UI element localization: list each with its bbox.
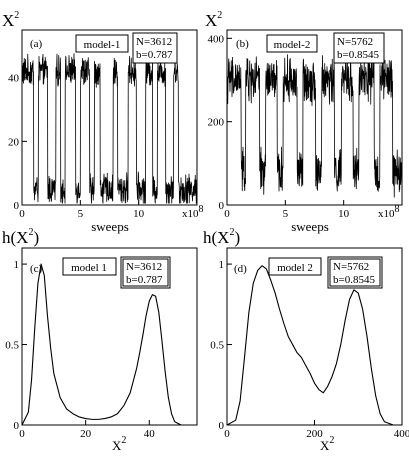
plot-frame-a [21,29,198,206]
panel-label-d: (d) [234,263,247,275]
series-c [21,263,182,426]
x-tick-label-c-1: 20 [80,428,92,440]
x-tick-label-d-0: 0 [224,428,230,440]
legend-text-b: model-2 [274,39,311,51]
x-tick-label-a-2: 10 [133,208,145,220]
param-n-c: N=3612 [126,261,162,273]
param-b-a: b=0.787 [136,49,173,61]
y-tick-label-b-2: 400 [208,33,225,45]
param-box-inner-c [122,258,169,287]
x-tick-label-b-2: 10 [338,208,350,220]
ylabel-d: h(X2) [203,227,240,247]
series-line-b-0 [226,54,403,198]
param-box-inner-d [329,258,381,287]
plot-frame-c [21,247,198,426]
y-tick-label-c-2: 1 [14,259,20,271]
panel-d: h(X2) 0 200 400 0 0.5 1 (d) model 2 N=5762 b=… [203,227,409,453]
y-tick-label-c-0: 0 [14,420,20,432]
ylabel-a: X2 [2,10,19,30]
legend-box-a [75,34,129,53]
xlabel-b: sweeps [291,219,329,234]
ylabel-c: h(X2) [2,227,39,247]
x-tick-label-a-1: 5 [78,208,84,220]
param-box-a [132,32,178,64]
x-tick-label-d-2: 400 [394,428,409,440]
x-tick-label-d-1: 200 [306,428,323,440]
y-tick-label-a-1: 20 [8,136,20,148]
x-tick-label-c-0: 0 [19,428,25,440]
ticks-c: 0 20 40 0 0.5 1 [5,259,155,440]
panel-b: X2 0 5 10 0 200 400 (b) model-2 N=5762 b=0.85… [205,10,403,234]
legend-box-b [266,34,318,53]
series-b [226,54,403,198]
y-tick-label-d-2: 1 [219,259,225,271]
x-multiplier-a: x108 [182,204,204,220]
param-b-c: b=0.787 [126,274,163,286]
param-n-d: N=5762 [333,261,369,273]
y-tick-label-d-0: 0 [219,420,225,432]
x-tick-label-b-1: 5 [283,208,289,220]
xlabel-d: X2 [320,435,334,453]
series-line-c-0 [21,263,182,426]
series-line-a-0 [21,53,198,204]
legend-box-d [268,257,322,276]
y-tick-label-a-2: 40 [8,73,20,85]
xlabel-a: sweeps [91,219,129,234]
x-tick-label-c-2: 40 [144,428,156,440]
series-a [21,53,198,204]
legend-text-d: model 2 [277,262,313,274]
y-tick-label-b-1: 200 [208,117,225,129]
x-tick-label-b-0: 0 [224,208,230,220]
panel-c: h(X2) 0 20 40 0 0.5 1 (c) model 1 N=3612 b=0.… [2,227,198,453]
param-box-c [120,256,171,289]
panel-label-b: (b) [236,38,249,50]
x-tick-label-a-0: 0 [19,208,25,220]
y-tick-label-a-0: 0 [14,200,20,212]
param-box-d [327,256,383,289]
x-multiplier-b: x108 [378,204,400,220]
ylabel-b: X2 [205,10,222,30]
series-line-d-0 [226,265,394,426]
panel-label-a: (a) [30,38,43,50]
param-n-a: N=3612 [136,36,172,48]
legend-box-c [62,257,117,276]
xlabel-c: X2 [112,435,126,453]
y-tick-label-c-1: 0.5 [5,340,19,352]
plot-frame-b [226,29,403,206]
y-tick-label-d-1: 0.5 [210,340,224,352]
param-box-b [333,32,385,64]
series-d [226,265,394,426]
param-n-b: N=5762 [337,36,373,48]
param-b-b: b=0.8545 [337,49,379,61]
legend-text-a: model-1 [84,39,121,51]
ticks-d: 0 200 400 0 0.5 1 [210,259,409,440]
legend-text-c: model 1 [71,262,107,274]
ticks-a: 0 5 10 0 20 40 [8,73,145,220]
panel-label-c: (c) [30,263,43,275]
param-b-d: b=0.8545 [333,274,375,286]
ticks-b: 0 5 10 0 200 400 [208,33,350,220]
y-tick-label-b-0: 0 [219,200,225,212]
